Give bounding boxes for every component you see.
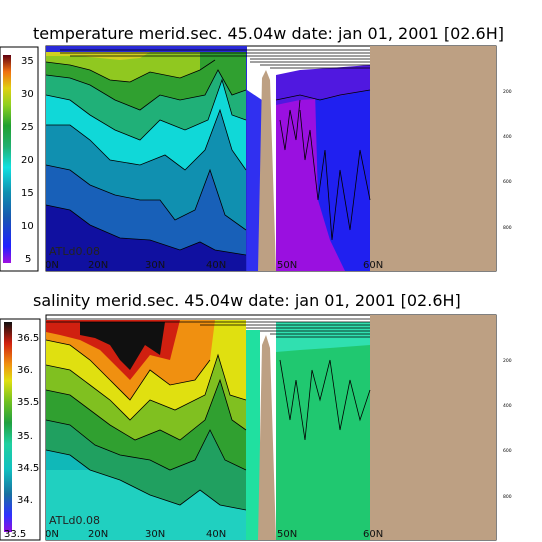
temperature-tag: ATLd0.08 — [49, 245, 100, 258]
temperature-depth-axis: 200 400 600 800 — [503, 89, 512, 231]
colorbar-tick: 30 — [21, 89, 34, 100]
depth-label: 800 — [503, 225, 512, 231]
colorbar-tick: 5 — [25, 254, 31, 265]
colorbar-tick: 20 — [21, 155, 34, 166]
temperature-colorbar-ramp — [3, 55, 11, 263]
colorbar-tick: 35. — [17, 431, 33, 442]
colorbar-tick: 36.5 — [17, 333, 39, 344]
depth-label: 200 — [503, 89, 512, 95]
salinity-colorbar: 36.5 36. 35.5 35. 34.5 34. 33.5 — [0, 318, 41, 541]
depth-label: 400 — [503, 134, 512, 140]
colorbar-tick: 35 — [21, 56, 34, 67]
lat-label: 60N — [363, 260, 383, 271]
depth-label: 200 — [503, 358, 512, 364]
salinity-colorbar-ramp — [4, 322, 12, 532]
depth-label: 800 — [503, 494, 512, 500]
depth-label: 400 — [503, 403, 512, 409]
colorbar-tick: 10 — [21, 221, 34, 232]
temperature-colorbar-ticks: 35 30 25 20 15 10 5 — [21, 56, 34, 265]
lat-label: 30N — [145, 260, 165, 271]
lat-label: 40N — [206, 260, 226, 271]
temperature-colorbar: 35 30 25 20 15 10 5 — [0, 46, 39, 272]
lat-label: 30N — [145, 529, 165, 540]
salinity-tag: ATLd0.08 — [49, 514, 100, 527]
depth-label: 600 — [503, 179, 512, 185]
salinity-colorbar-ticks: 36.5 36. 35.5 35. 34.5 34. 33.5 — [4, 333, 39, 540]
temperature-panel: temperature merid.sec. 45.04w date: jan … — [0, 24, 512, 272]
temperature-lat-axis: 0N 20N 30N 40N 50N 60N — [45, 260, 383, 271]
land-mask — [370, 315, 496, 540]
colorbar-tick: 34. — [17, 495, 33, 506]
lat-label: 20N — [88, 260, 108, 271]
colorbar-tick: 15 — [21, 188, 34, 199]
depth-label: 600 — [503, 448, 512, 454]
land-mask — [370, 46, 496, 271]
temperature-title: temperature merid.sec. 45.04w date: jan … — [33, 24, 504, 43]
lat-label: 50N — [277, 529, 297, 540]
salinity-section-plot: ATLd0.08 — [45, 314, 497, 541]
salinity-depth-axis: 200 400 600 800 — [503, 358, 512, 500]
temperature-section-plot: ATLd0.08 — [45, 45, 497, 272]
salinity-panel: salinity merid.sec. 45.04w date: jan 01,… — [0, 291, 512, 541]
lat-label: 50N — [277, 260, 297, 271]
colorbar-tick: 34.5 — [17, 463, 39, 474]
colorbar-tick: 35.5 — [17, 397, 39, 408]
lat-label: 40N — [206, 529, 226, 540]
lat-label: 0N — [45, 260, 59, 271]
salinity-lat-axis: 0N 20N 30N 40N 50N 60N — [45, 529, 383, 540]
colorbar-tick: 25 — [21, 122, 34, 133]
colorbar-tick: 36. — [17, 365, 33, 376]
salinity-title: salinity merid.sec. 45.04w date: jan 01,… — [33, 291, 461, 310]
lat-label: 0N — [45, 529, 59, 540]
lat-label: 60N — [363, 529, 383, 540]
lat-label: 20N — [88, 529, 108, 540]
colorbar-tick: 33.5 — [4, 529, 26, 540]
